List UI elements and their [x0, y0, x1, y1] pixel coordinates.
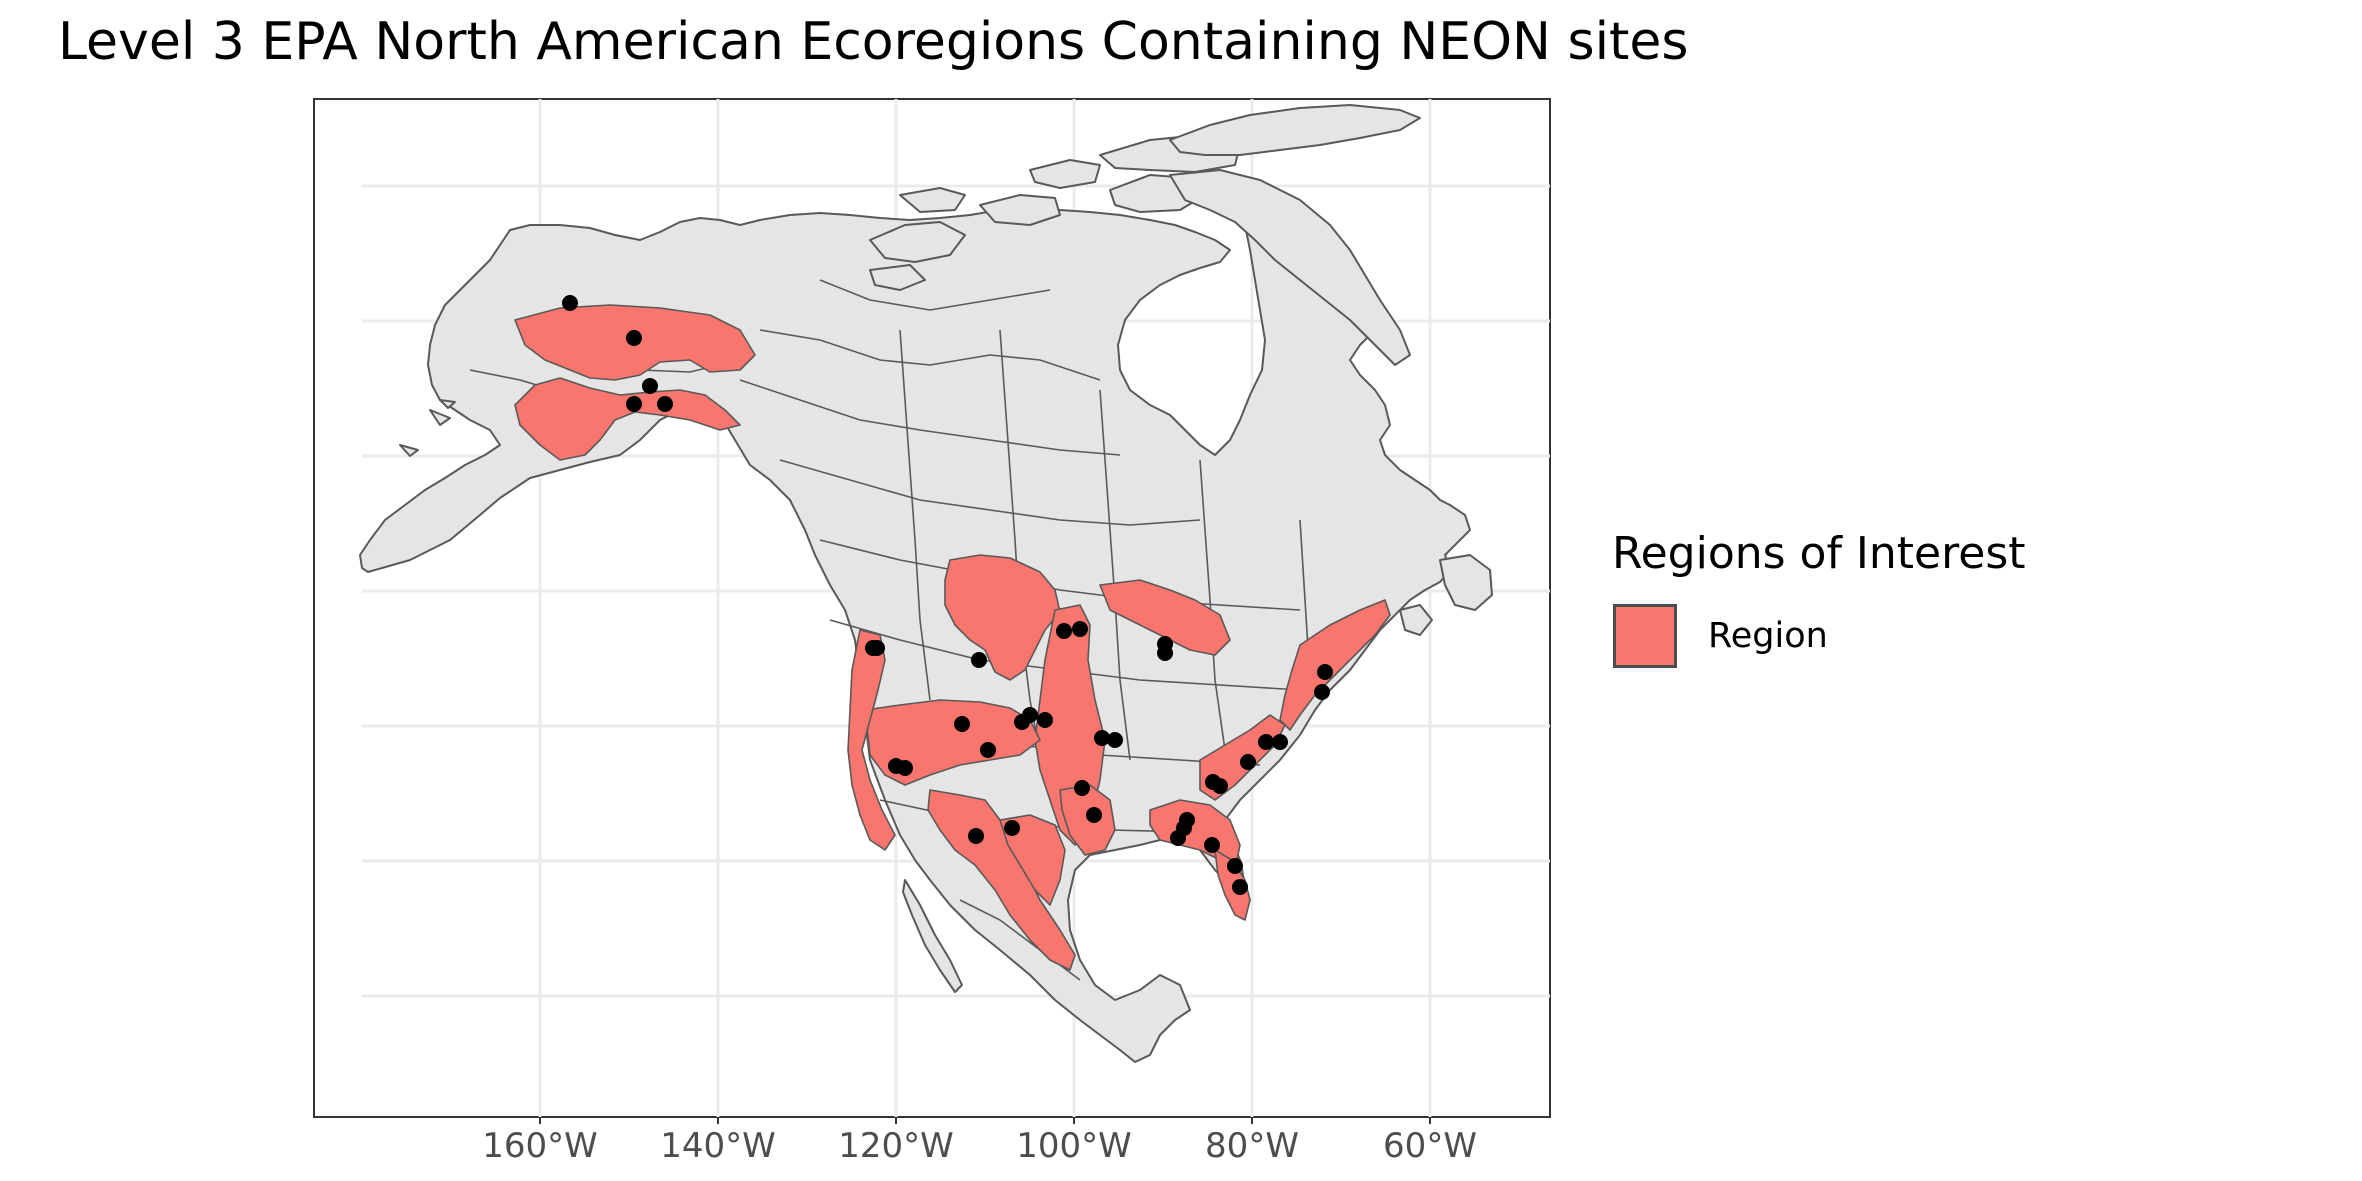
- neon-site-point: [1004, 820, 1020, 836]
- map-title: Level 3 EPA North American Ecoregions Co…: [58, 12, 1689, 72]
- neon-site-point: [1072, 621, 1088, 637]
- arctic-island: [979, 194, 1061, 226]
- neon-site-point: [1094, 730, 1110, 746]
- region-colorado-plateau-north: [944, 554, 1061, 681]
- neon-site-point: [1086, 807, 1102, 823]
- neon-site-point: [954, 716, 970, 732]
- region-alaska-interior: [514, 377, 741, 461]
- neon-site-point: [1232, 879, 1248, 895]
- neon-site-point: [1107, 732, 1123, 748]
- neon-site-point: [971, 652, 987, 668]
- region-mexico-plateau: [999, 814, 1066, 906]
- neon-site-point: [968, 828, 984, 844]
- neon-site-point: [1314, 684, 1330, 700]
- legend-title: Regions of Interest: [1612, 528, 2026, 579]
- neon-site-point: [1074, 780, 1090, 796]
- neon-site-point: [1240, 754, 1256, 770]
- arctic-island: [869, 221, 966, 263]
- x-tick-label: 160°W: [482, 1126, 598, 1166]
- region-california: [847, 629, 896, 851]
- arctic-island: [899, 187, 966, 213]
- ecoregions-land: [359, 104, 1493, 1063]
- newfoundland: [1439, 554, 1493, 611]
- neon-sites: [562, 295, 1333, 895]
- arctic-island: [1169, 169, 1411, 366]
- arctic-island: [869, 264, 926, 291]
- neon-site-point: [1204, 837, 1220, 853]
- x-tick-label: 120°W: [838, 1126, 954, 1166]
- neon-site-point: [1317, 664, 1333, 680]
- x-tick-label: 60°W: [1383, 1126, 1477, 1166]
- arctic-island: [1029, 159, 1101, 189]
- neon-site-point: [1037, 712, 1053, 728]
- neon-site-point: [1227, 858, 1243, 874]
- neon-site-point: [1022, 707, 1038, 723]
- region-texas: [1059, 784, 1116, 856]
- neon-site-point: [1258, 734, 1274, 750]
- neon-site-point: [980, 742, 996, 758]
- neon-site-point: [642, 378, 658, 394]
- neon-site-point: [1170, 830, 1186, 846]
- legend-label-region: Region: [1708, 616, 1828, 656]
- region-great-lakes: [1099, 579, 1231, 656]
- neon-site-point: [626, 396, 642, 412]
- neon-site-point: [897, 760, 913, 776]
- baja-california: [902, 879, 963, 993]
- neon-site-point: [869, 640, 885, 656]
- north-america-mainland: [359, 207, 1471, 1063]
- aleutian-islands: [399, 399, 456, 457]
- x-axis-ticks: [539, 1117, 1431, 1124]
- neon-site-point: [1272, 734, 1288, 750]
- neon-site-point: [1212, 778, 1228, 794]
- neon-site-point: [657, 396, 673, 412]
- region-northeast: [1279, 599, 1391, 731]
- legend-swatch-region: [1613, 604, 1677, 668]
- arctic-island: [1169, 104, 1421, 156]
- nova-scotia: [1399, 604, 1433, 636]
- neon-site-point: [626, 330, 642, 346]
- neon-site-point: [1056, 623, 1072, 639]
- x-tick-label: 100°W: [1016, 1126, 1132, 1166]
- x-tick-label: 140°W: [660, 1126, 776, 1166]
- neon-site-point: [562, 295, 578, 311]
- x-tick-label: 80°W: [1205, 1126, 1299, 1166]
- neon-site-point: [1157, 645, 1173, 661]
